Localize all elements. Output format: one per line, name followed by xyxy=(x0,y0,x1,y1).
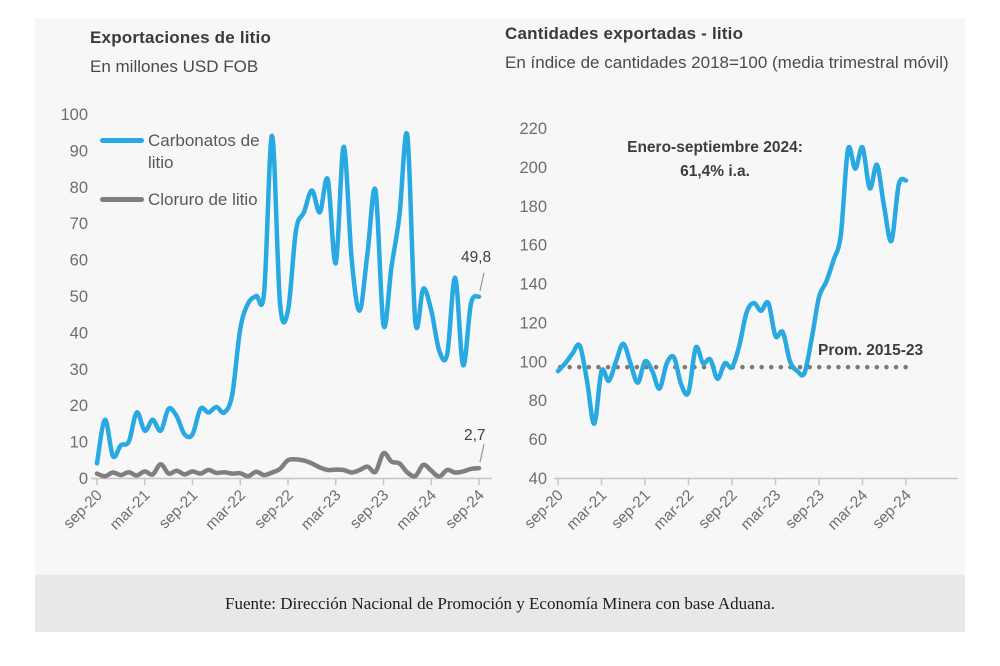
chart-title: Exportaciones de litio xyxy=(90,28,272,47)
y-tick-label: 100 xyxy=(60,106,88,124)
series-line-carbonatos xyxy=(94,130,482,466)
cloruro-line-swatch xyxy=(100,196,144,202)
y-tick-label: 10 xyxy=(70,434,88,452)
x-tick-label: mar-22 xyxy=(202,487,249,534)
x-tick-label: sep-24 xyxy=(869,487,915,533)
reference-line-label: Prom. 2015-23 xyxy=(818,342,924,359)
y-tick-label: 80 xyxy=(70,179,88,197)
line-chart-usd-fob: sep-20 mar-21 sep-21 mar-22 sep-22 mar-23 sep-… xyxy=(60,106,492,534)
chart-cantidades-exportadas: Cantidades exportadas - litio En índice … xyxy=(500,18,965,575)
x-tick-label: mar-23 xyxy=(738,487,785,534)
x-tick-label: sep-23 xyxy=(347,487,393,533)
y-tick-label: 120 xyxy=(519,314,547,332)
y-tick-label: 30 xyxy=(70,361,88,379)
series-line-cloruro xyxy=(94,450,482,479)
x-tick-label: sep-24 xyxy=(442,487,488,533)
y-tick-label: 180 xyxy=(519,198,547,216)
carbonatos-line-swatch xyxy=(100,138,144,143)
legend-label-carbonatos: Carbonatos de litio xyxy=(148,131,260,173)
chart-panel: Exportaciones de litio En millones USD F… xyxy=(35,18,965,632)
y-tick-label: 160 xyxy=(519,237,547,255)
x-tick-label: mar-23 xyxy=(298,487,345,534)
x-tick-label: sep-21 xyxy=(608,487,654,533)
x-tick-label: mar-24 xyxy=(825,487,872,534)
series-line-carbonatos xyxy=(555,144,909,426)
y-tick-label: 50 xyxy=(70,288,88,306)
x-tick-label: mar-22 xyxy=(651,487,698,534)
x-tick-label: sep-20 xyxy=(521,487,567,533)
y-tick-label: 90 xyxy=(70,142,88,160)
end-label-leader-line xyxy=(479,272,485,291)
y-tick-label: 60 xyxy=(70,252,88,270)
x-tick-label: sep-23 xyxy=(782,487,828,533)
end-label-leader-line xyxy=(479,444,485,463)
y-tick-label: 60 xyxy=(529,431,547,449)
x-tick-label: mar-21 xyxy=(107,487,154,534)
legend: Carbonatos de litio Cloruro de litio xyxy=(100,130,290,225)
y-tick-label: 0 xyxy=(79,470,88,488)
y-tick-label: 80 xyxy=(529,392,547,410)
legend-item-carbonatos: Carbonatos de litio xyxy=(100,130,290,175)
x-tick-label: sep-22 xyxy=(251,487,297,533)
chart-subtitle: En millones USD FOB xyxy=(90,57,259,76)
annotation-line1: Enero-septiembre 2024: xyxy=(627,139,803,156)
carbonatos-last-value-label: 49,8 xyxy=(461,249,492,266)
x-tick-label: mar-21 xyxy=(564,487,611,534)
y-tick-label: 20 xyxy=(70,397,88,415)
x-tick-label: sep-21 xyxy=(156,487,202,533)
legend-label-cloruro: Cloruro de litio xyxy=(148,189,258,209)
y-tick-label: 40 xyxy=(529,470,547,488)
chart-title: Cantidades exportadas - litio xyxy=(505,24,744,43)
y-tick-label: 100 xyxy=(519,353,547,371)
legend-item-cloruro: Cloruro de litio xyxy=(100,189,290,211)
cloruro-last-value-label: 2,7 xyxy=(464,427,486,444)
source-text: Fuente: Dirección Nacional de Promoción … xyxy=(225,593,775,613)
x-tick-label: mar-24 xyxy=(393,487,440,534)
y-tick-label: 70 xyxy=(70,215,88,233)
x-tick-label: sep-20 xyxy=(60,487,106,533)
annotation-ytd-growth: Enero-septiembre 2024: 61,4% i.a. xyxy=(585,136,845,184)
chart-subtitle: En índice de cantidades 2018=100 (media … xyxy=(505,53,949,72)
line-chart-quantity-index: sep-20mar-21sep-21mar-22sep-22mar-23sep-… xyxy=(519,120,958,534)
y-tick-label: 140 xyxy=(519,276,547,294)
source-footer: Fuente: Dirección Nacional de Promoción … xyxy=(35,575,965,632)
y-tick-label: 200 xyxy=(519,159,547,177)
y-tick-label: 220 xyxy=(519,120,547,138)
y-tick-label: 40 xyxy=(70,324,88,342)
x-tick-label: sep-22 xyxy=(695,487,741,533)
chart-exportaciones-litio: Exportaciones de litio En millones USD F… xyxy=(35,18,500,575)
annotation-line2: 61,4% i.a. xyxy=(680,163,750,181)
